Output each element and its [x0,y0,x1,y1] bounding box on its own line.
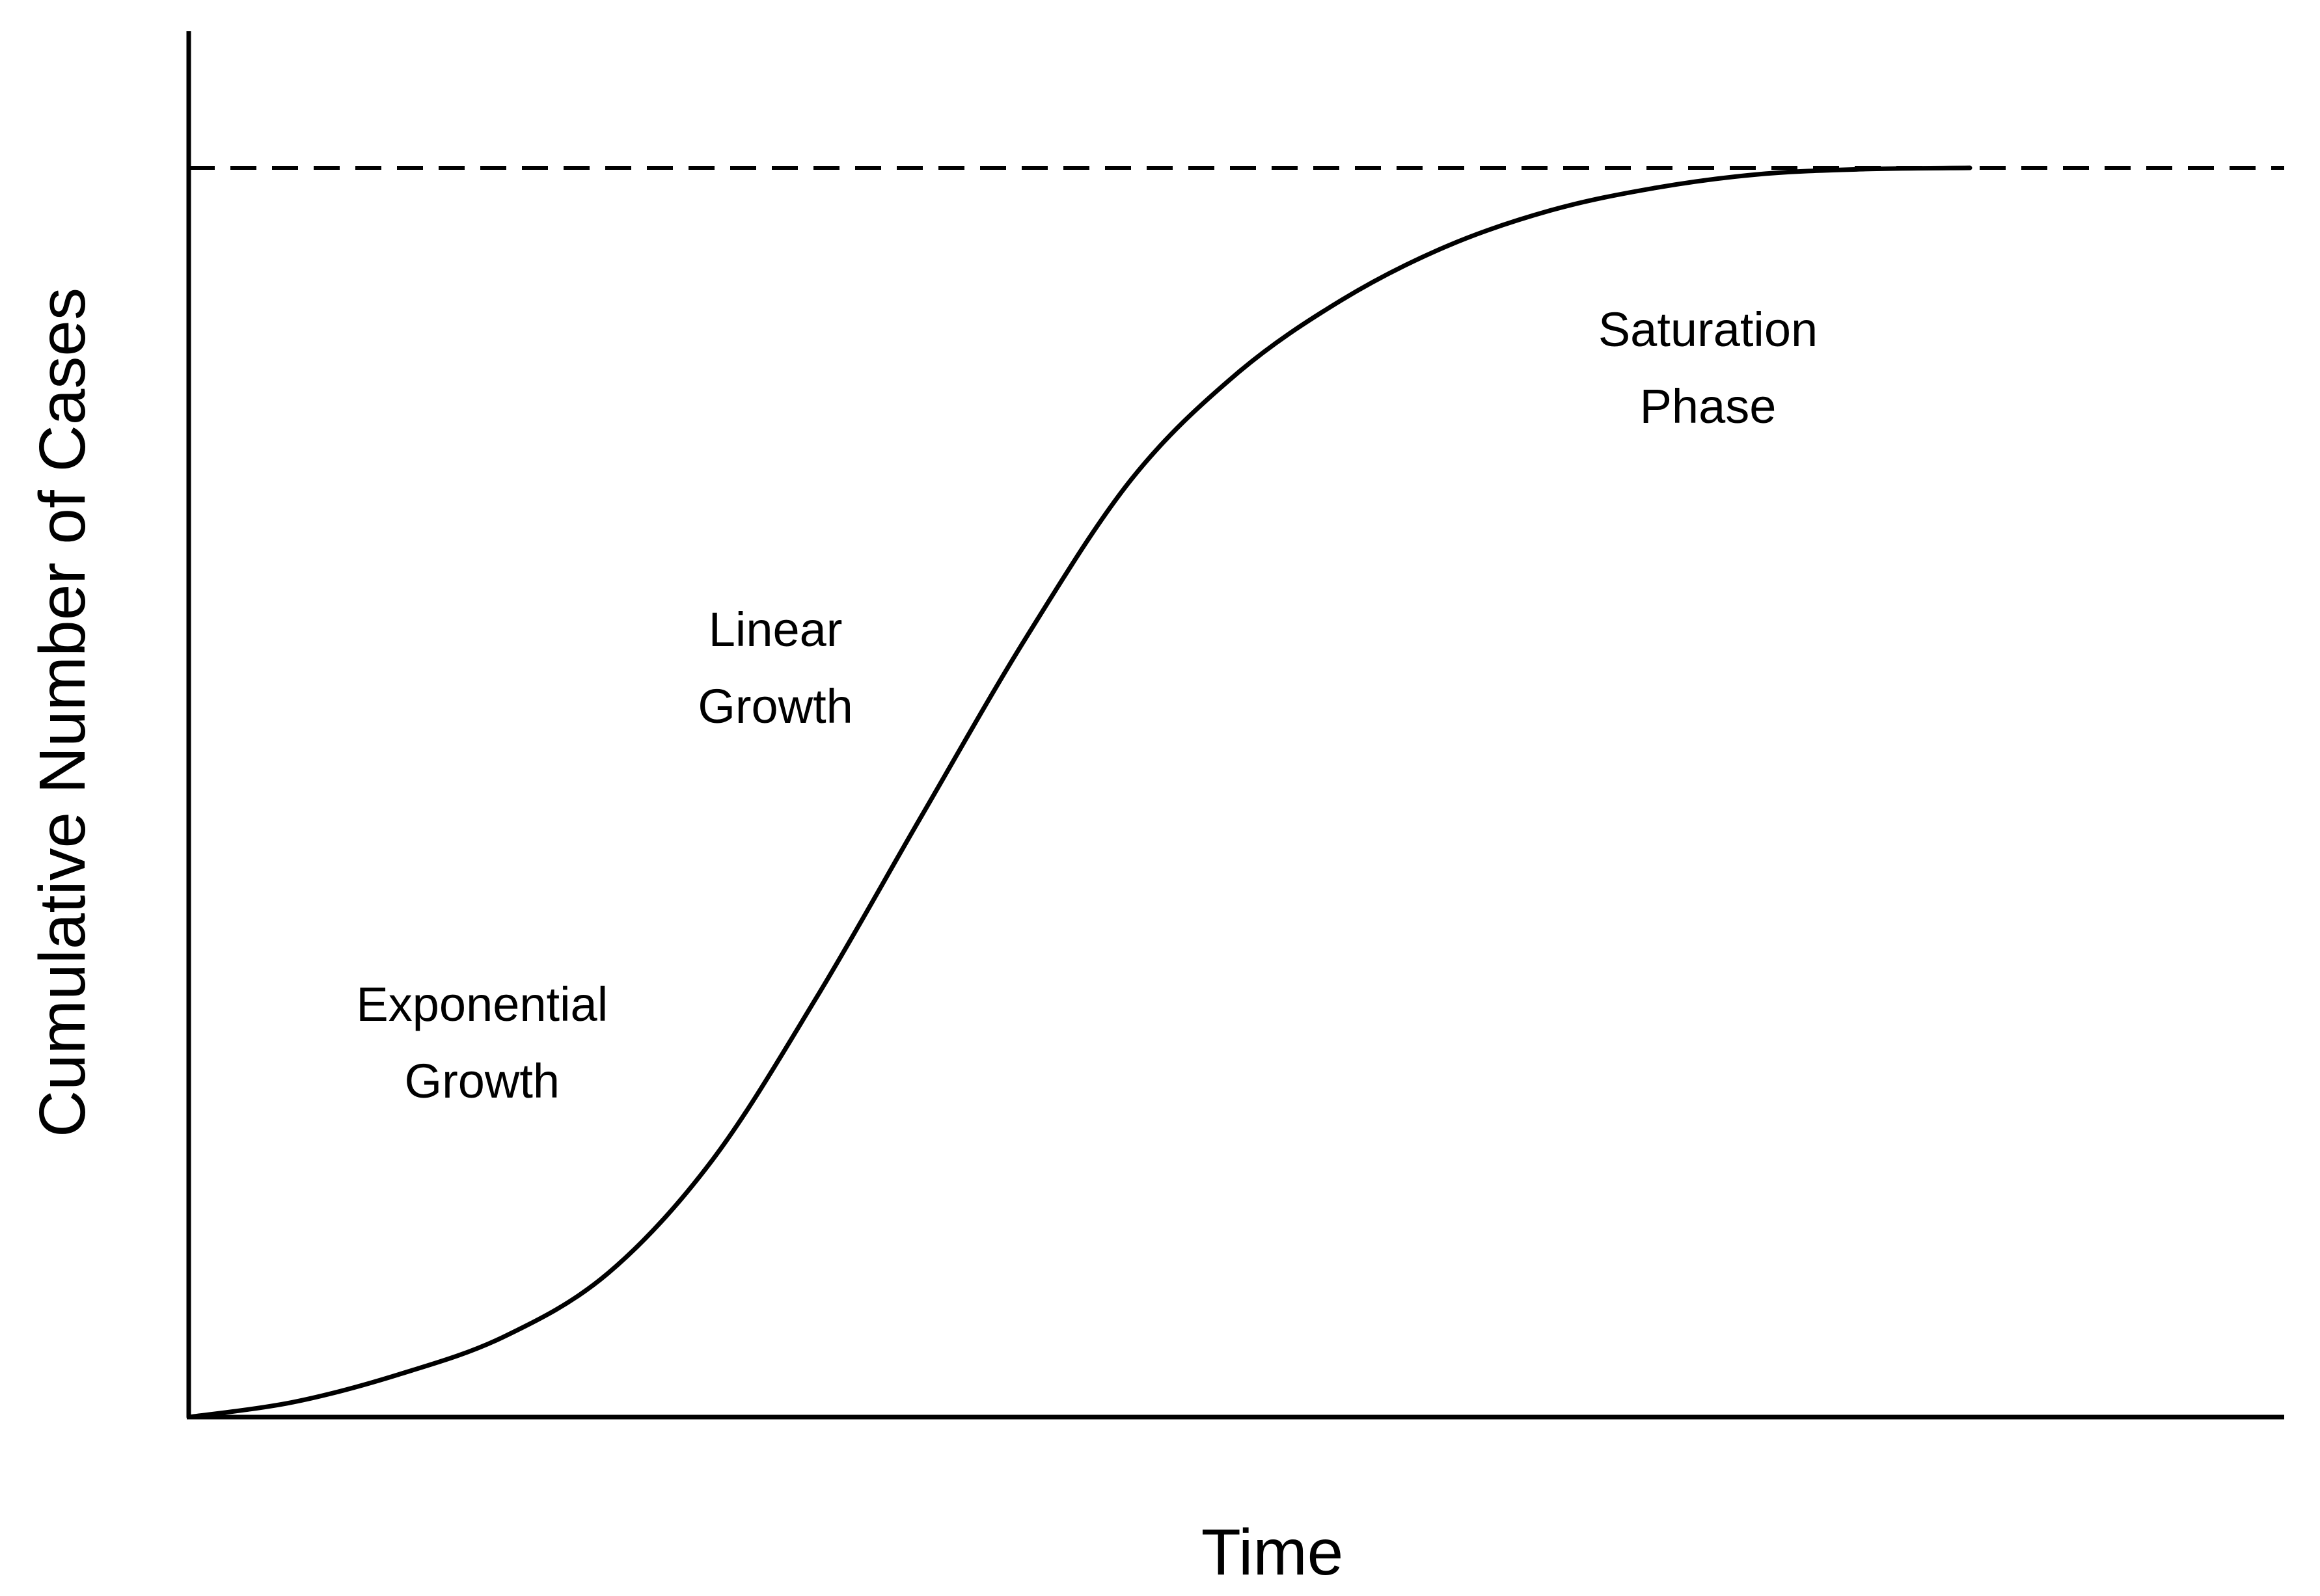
exponential-growth-label: Exponential Growth [356,977,608,1108]
linear-growth-label: Linear Growth [698,602,853,733]
annotations: Exponential Growth Linear Growth Saturation P… [356,303,1818,1108]
axes [186,31,2284,1420]
x-axis-title: Time [1201,1516,1344,1589]
saturation-phase-label: Saturation Phase [1598,303,1818,433]
logistic-curve-line [186,165,1972,1420]
y-axis-title: Cumulative Number of Cases [26,288,99,1137]
series-layer [186,165,1972,1420]
